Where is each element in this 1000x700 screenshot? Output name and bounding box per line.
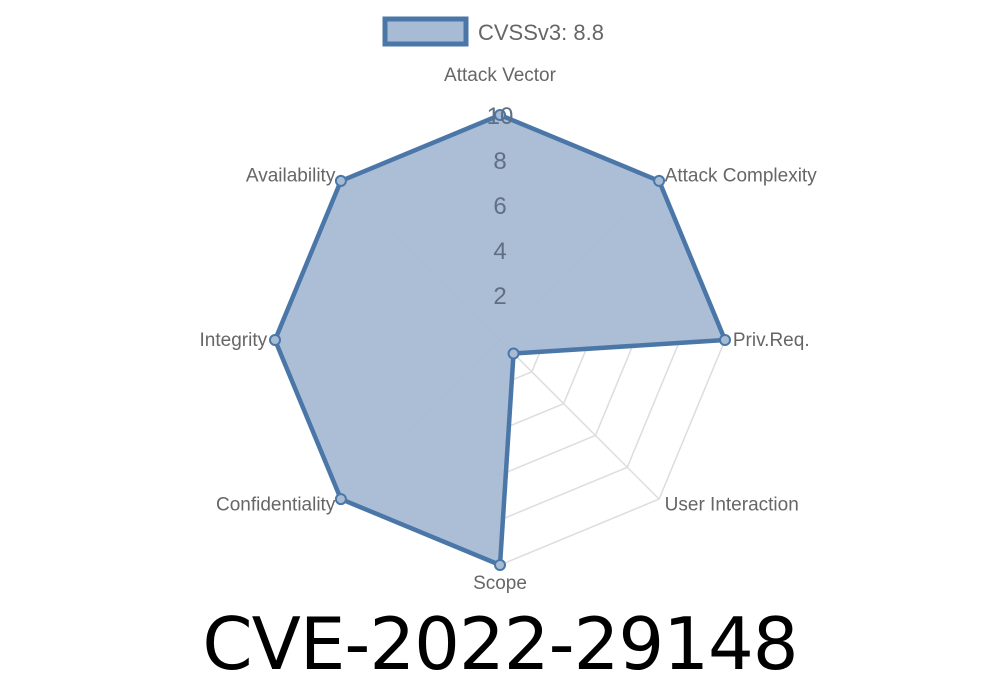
data-point [269,334,281,346]
axis-label: Scope [473,573,527,594]
tick-label: 2 [493,283,506,310]
legend-label: CVSSv3: 8.8 [478,20,604,45]
data-point [719,334,731,346]
data-point [494,559,506,571]
data-point [507,347,520,360]
tick-label: 10 [487,103,514,130]
page-title: CVE-2022-29148 [202,602,798,686]
axis-label: Attack Complexity [665,165,818,186]
grid-spoke [499,339,660,500]
axis-label: User Interaction [665,495,799,516]
legend[interactable]: CVSSv3: 8.8 [382,16,604,47]
axis-label: Confidentiality [216,495,336,516]
axis-label: Integrity [200,330,268,351]
tick-label: 8 [493,148,506,175]
data-point [334,174,347,187]
tick-label: 4 [493,238,506,265]
tick-label: 6 [493,193,506,220]
axis-label: Priv.Req. [733,330,810,351]
data-point [653,174,666,187]
legend-swatch [382,16,469,47]
axis-label: Attack Vector [444,65,557,86]
data-point [494,109,506,121]
data-point [334,493,347,506]
axis-label: Availability [246,165,336,186]
